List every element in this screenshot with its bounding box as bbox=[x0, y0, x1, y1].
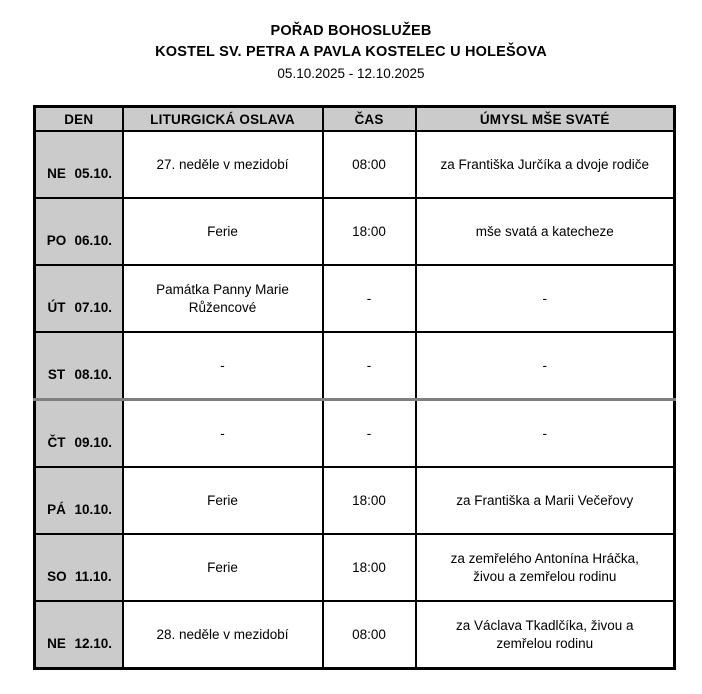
schedule-table: DEN LITURGICKÁ OSLAVA ČAS ÚMYSL MŠE SVAT… bbox=[33, 105, 676, 670]
day-cell: NE 05.10. bbox=[33, 130, 124, 199]
time-cell: - bbox=[321, 398, 417, 468]
celebration-cell: Ferie bbox=[121, 466, 324, 535]
day-cell: ČT 09.10. bbox=[33, 398, 124, 468]
day-cell: ÚT 07.10. bbox=[33, 264, 124, 333]
time-cell: 08:00 bbox=[321, 130, 417, 199]
column-header-cas: ČAS bbox=[321, 105, 417, 132]
day-date: 06.10. bbox=[74, 232, 113, 248]
time-cell: 08:00 bbox=[321, 600, 417, 670]
intention-cell: za zemřelého Antonína Hráčka, živou a ze… bbox=[414, 533, 676, 602]
table-row: NE 05.10. 27. neděle v mezidobí 08:00 za … bbox=[33, 130, 676, 199]
celebration-cell: - bbox=[121, 331, 324, 401]
day-abbrev: NE bbox=[47, 165, 66, 181]
time-cell: 18:00 bbox=[321, 197, 417, 266]
intention-cell: za Františka a Marii Večeřovy bbox=[414, 466, 676, 535]
time-cell: - bbox=[321, 331, 417, 401]
day-abbrev: SO bbox=[47, 568, 67, 584]
day-date: 12.10. bbox=[74, 635, 113, 651]
day-cell: ST 08.10. bbox=[33, 331, 124, 401]
day-date: 09.10. bbox=[74, 434, 113, 450]
day-abbrev: NE bbox=[47, 635, 66, 651]
day-date: 05.10. bbox=[74, 165, 113, 181]
day-abbrev: ÚT bbox=[47, 299, 66, 315]
day-cell: PO 06.10. bbox=[33, 197, 124, 266]
intention-cell: - bbox=[414, 264, 676, 333]
day-abbrev: PO bbox=[46, 232, 67, 248]
time-cell: 18:00 bbox=[321, 466, 417, 535]
celebration-cell: Ferie bbox=[121, 197, 324, 266]
intention-cell: za Václava Tkadlčíka, živou a zemřelou r… bbox=[414, 600, 676, 670]
day-abbrev: PÁ bbox=[47, 501, 66, 517]
day-date: 11.10. bbox=[74, 568, 112, 584]
day-date: 10.10. bbox=[74, 501, 113, 517]
day-date: 08.10. bbox=[74, 366, 113, 382]
day-cell: PÁ 10.10. bbox=[33, 466, 124, 535]
day-date: 07.10. bbox=[74, 299, 113, 315]
date-range: 05.10.2025 - 12.10.2025 bbox=[277, 66, 425, 81]
table-row: ČT 09.10. - - - bbox=[33, 398, 676, 468]
document-header: POŘAD BOHOSLUŽEB KOSTEL SV. PETRA A PAVL… bbox=[0, 21, 702, 84]
table-row: NE 12.10. 28. neděle v mezidobí 08:00 za … bbox=[33, 600, 676, 670]
table-row: PÁ 10.10. Ferie 18:00 za Františka a Mari… bbox=[33, 466, 676, 535]
intention-cell: - bbox=[414, 331, 676, 401]
column-header-liturgicka-oslava: LITURGICKÁ OSLAVA bbox=[121, 105, 324, 132]
time-cell: 18:00 bbox=[321, 533, 417, 602]
celebration-cell: 28. neděle v mezidobí bbox=[121, 600, 324, 670]
table-row: SO 11.10. Ferie 18:00 za zemřelého Antoní… bbox=[33, 533, 676, 602]
day-abbrev: ČT bbox=[47, 434, 66, 450]
day-cell: NE 12.10. bbox=[33, 600, 124, 670]
document-subtitle: KOSTEL SV. PETRA A PAVLA KOSTELEC U HOLE… bbox=[155, 44, 547, 60]
day-cell: SO 11.10. bbox=[33, 533, 124, 602]
celebration-cell: Ferie bbox=[121, 533, 324, 602]
celebration-cell: 27. neděle v mezidobí bbox=[121, 130, 324, 199]
document-title: POŘAD BOHOSLUŽEB bbox=[270, 23, 432, 39]
table-row: ÚT 07.10. Památka Panny Marie Růžencové -… bbox=[33, 264, 676, 333]
intention-cell: mše svatá a katecheze bbox=[414, 197, 676, 266]
table-row: ST 08.10. - - - bbox=[33, 331, 676, 401]
celebration-cell: Památka Panny Marie Růžencové bbox=[121, 264, 324, 333]
table-header-row: DEN LITURGICKÁ OSLAVA ČAS ÚMYSL MŠE SVAT… bbox=[33, 105, 676, 132]
intention-cell: - bbox=[414, 398, 676, 468]
time-cell: - bbox=[321, 264, 417, 333]
column-header-den: DEN bbox=[33, 105, 124, 132]
table-row: PO 06.10. Ferie 18:00 mše svatá a kateche… bbox=[33, 197, 676, 266]
column-header-umysl-mse-svate: ÚMYSL MŠE SVATÉ bbox=[414, 105, 676, 132]
day-abbrev: ST bbox=[47, 366, 66, 382]
celebration-cell: - bbox=[121, 398, 324, 468]
intention-cell: za Františka Jurčíka a dvoje rodiče bbox=[414, 130, 676, 199]
